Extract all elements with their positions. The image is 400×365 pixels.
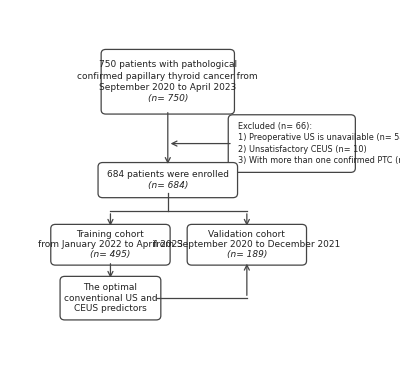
Text: Training cohort: Training cohort [76,230,144,239]
Text: from September 2020 to December 2021: from September 2020 to December 2021 [153,240,340,249]
Text: (n= 750): (n= 750) [148,94,188,103]
FancyBboxPatch shape [187,224,306,265]
Text: September 2020 to April 2023: September 2020 to April 2023 [99,83,236,92]
Text: confirmed papillary thyroid cancer from: confirmed papillary thyroid cancer from [78,72,258,81]
Text: Excluded (n= 66):: Excluded (n= 66): [238,122,312,131]
Text: 2) Unsatisfactory CEUS (n= 10): 2) Unsatisfactory CEUS (n= 10) [238,145,366,154]
Text: conventional US and: conventional US and [64,294,157,303]
Text: from January 2022 to April 2023: from January 2022 to April 2023 [38,240,183,249]
Text: 3) With more than one confirmed PTC (n= 2): 3) With more than one confirmed PTC (n= … [238,156,400,165]
Text: (n= 189): (n= 189) [227,250,267,259]
Text: Validation cohort: Validation cohort [208,230,285,239]
Text: (n= 495): (n= 495) [90,250,131,259]
FancyBboxPatch shape [60,276,161,320]
Text: 750 patients with pathological: 750 patients with pathological [99,60,237,69]
Text: (n= 684): (n= 684) [148,181,188,190]
FancyBboxPatch shape [101,49,234,114]
Text: 684 patients were enrolled: 684 patients were enrolled [107,170,229,179]
Text: 1) Preoperative US is unavailable (n= 54): 1) Preoperative US is unavailable (n= 54… [238,134,400,142]
Text: The optimal: The optimal [84,283,138,292]
FancyBboxPatch shape [98,162,238,198]
Text: CEUS predictors: CEUS predictors [74,304,147,313]
FancyBboxPatch shape [51,224,170,265]
FancyBboxPatch shape [228,115,355,172]
